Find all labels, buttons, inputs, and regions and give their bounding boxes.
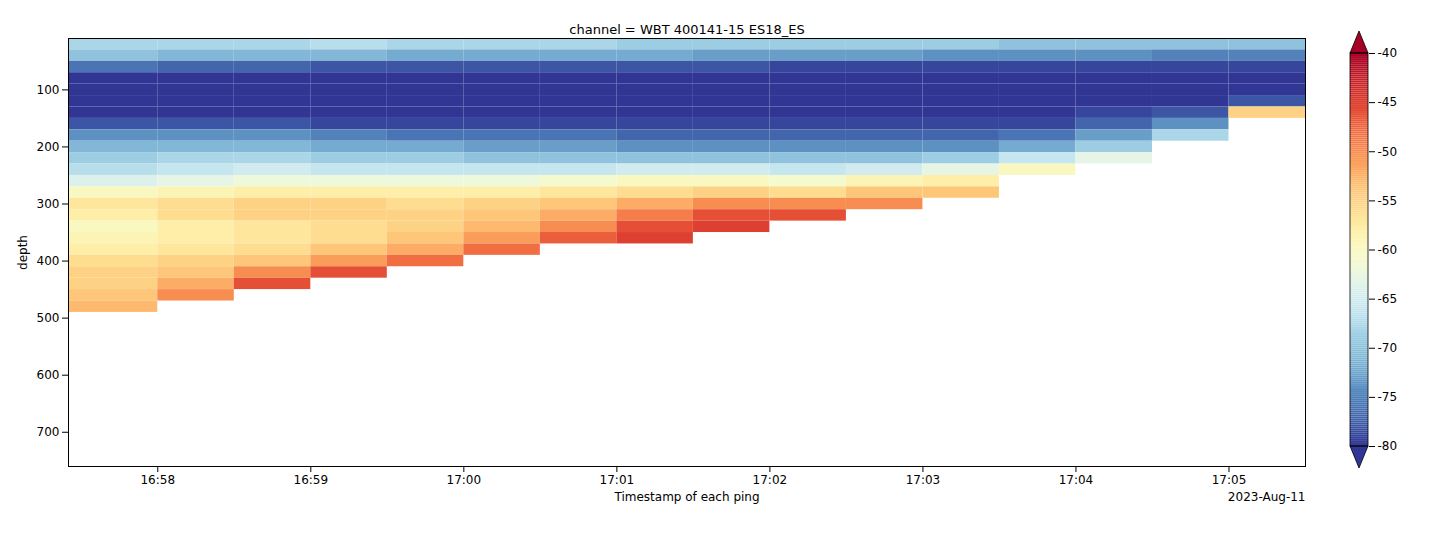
svg-text:600: 600 [37, 368, 60, 382]
svg-text:-75: -75 [1378, 390, 1398, 404]
svg-text:100: 100 [37, 83, 60, 97]
svg-text:-70: -70 [1378, 341, 1398, 355]
svg-text:-65: -65 [1378, 292, 1398, 306]
svg-text:-60: -60 [1378, 243, 1398, 257]
svg-text:-45: -45 [1378, 95, 1398, 109]
svg-text:depth: depth [16, 235, 30, 270]
svg-text:-80: -80 [1378, 439, 1398, 453]
svg-text:16:59: 16:59 [294, 473, 329, 487]
svg-text:Timestamp of each ping: Timestamp of each ping [613, 490, 759, 504]
svg-text:500: 500 [37, 311, 60, 325]
svg-text:16:58: 16:58 [140, 473, 175, 487]
svg-text:300: 300 [37, 197, 60, 211]
svg-text:17:01: 17:01 [600, 473, 635, 487]
svg-text:700: 700 [37, 425, 60, 439]
svg-text:17:00: 17:00 [447, 473, 482, 487]
svg-text:-40: -40 [1378, 46, 1398, 60]
svg-text:channel = WBT 400141-15 ES18_E: channel = WBT 400141-15 ES18_ES [569, 22, 804, 37]
svg-text:17:02: 17:02 [753, 473, 788, 487]
svg-text:400: 400 [37, 254, 60, 268]
svg-text:200: 200 [37, 140, 60, 154]
svg-text:2023-Aug-11: 2023-Aug-11 [1228, 490, 1306, 504]
svg-text:-55: -55 [1378, 194, 1398, 208]
svg-text:17:04: 17:04 [1059, 473, 1094, 487]
svg-text:17:05: 17:05 [1212, 473, 1247, 487]
svg-text:17:03: 17:03 [906, 473, 941, 487]
svg-text:-50: -50 [1378, 145, 1398, 159]
